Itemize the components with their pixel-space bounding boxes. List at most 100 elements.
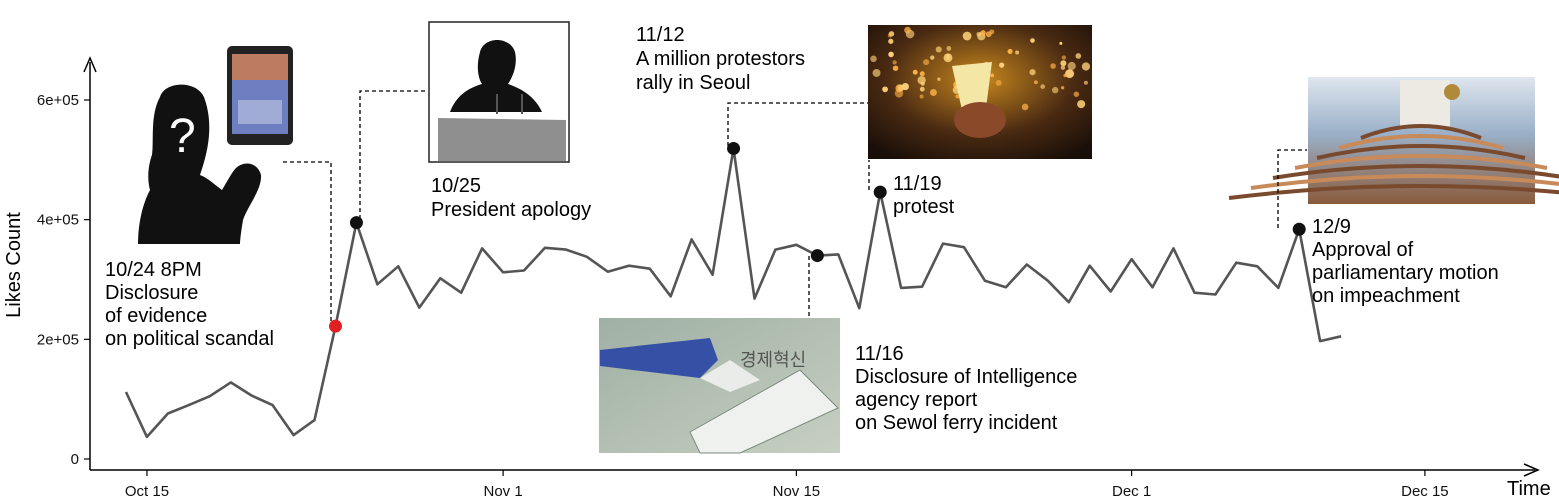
image-dec9 xyxy=(1228,77,1559,204)
annotation-line: President apology xyxy=(431,199,591,221)
annotation-line: 10/24 8PM xyxy=(105,259,202,281)
candle-light xyxy=(1040,84,1046,89)
seat-row xyxy=(1338,134,1504,150)
candle-light xyxy=(904,26,911,34)
x-tick-label: Nov 1 xyxy=(484,483,523,500)
candle-light xyxy=(1073,91,1080,97)
candle-light xyxy=(912,69,918,75)
candle-light xyxy=(888,51,894,58)
report-document-icon xyxy=(689,369,839,454)
candle-light xyxy=(946,46,952,51)
candle-light xyxy=(1075,53,1082,59)
candle-light xyxy=(1015,50,1020,55)
candle-light xyxy=(1083,80,1088,85)
x-tick-label: Oct 15 xyxy=(125,483,169,500)
event-point xyxy=(727,141,741,155)
annotation-nov16: 11/16 Disclosure of Intelligence agency … xyxy=(855,343,1077,434)
candle-light xyxy=(892,60,897,65)
emblem-icon xyxy=(1444,84,1460,100)
annotation-line: agency report xyxy=(855,389,978,411)
x-axis-arrow xyxy=(1523,463,1540,477)
event-point xyxy=(873,185,887,199)
leader-nov12 xyxy=(727,102,868,146)
candle-light xyxy=(930,55,935,60)
annotation-line: A million protestors xyxy=(636,48,805,70)
candle-light xyxy=(872,68,881,77)
candle-light xyxy=(1059,41,1063,45)
annotation-line: 11/19 xyxy=(893,173,942,195)
candle-light xyxy=(985,31,992,38)
candle-light xyxy=(1050,63,1056,69)
candle-light xyxy=(1063,73,1067,78)
candle-light xyxy=(897,84,905,92)
candle-light xyxy=(955,94,960,99)
candle-light xyxy=(870,55,877,63)
annotation-line: of evidence xyxy=(105,305,207,327)
candle-light xyxy=(976,31,982,37)
annotation-line: 11/12 xyxy=(636,24,685,46)
question-mark-icon: ? xyxy=(169,110,196,163)
y-axis-title: Likes Count xyxy=(3,212,25,318)
annotation-dec9: 12/9 Approval of parliamentary motion on… xyxy=(1312,216,1499,307)
candle-light xyxy=(919,94,924,99)
speaker-silhouette-icon xyxy=(450,40,542,112)
candle-light xyxy=(937,77,941,81)
candle-light xyxy=(962,31,972,41)
annotation-oct24: 10/24 8PM Disclosure of evidence on poli… xyxy=(105,259,274,350)
seat-row xyxy=(1228,184,1559,200)
x-axis-title: Time xyxy=(1507,478,1551,500)
annotation-nov19: 11/19 protest xyxy=(893,173,955,218)
annotation-line: on political scandal xyxy=(105,328,274,350)
annotation-line: on Sewol ferry incident xyxy=(855,412,1058,434)
event-point xyxy=(349,216,363,230)
candle-light xyxy=(929,89,937,96)
event-point xyxy=(329,319,342,333)
candle-light xyxy=(1034,80,1038,85)
candle-light xyxy=(887,33,892,38)
event-point xyxy=(810,249,824,263)
annotation-nov12: 11/12 A million protestors rally in Seou… xyxy=(636,24,805,94)
candle-light xyxy=(888,38,894,44)
candle-light xyxy=(1077,100,1086,109)
candle-light xyxy=(882,86,888,93)
candle-light xyxy=(1030,38,1035,43)
x-tick-label: Nov 15 xyxy=(773,483,821,500)
person-silhouette-icon xyxy=(138,84,262,244)
candle-light xyxy=(1060,86,1065,90)
candle-cup-icon xyxy=(952,62,992,110)
candle-light xyxy=(1029,69,1036,76)
y-tick-label: 2e+05 xyxy=(37,331,79,348)
y-axis-arrow xyxy=(83,56,97,73)
candle-light xyxy=(980,30,986,36)
candle-light xyxy=(919,86,925,92)
annotation-line: on impeachment xyxy=(1312,285,1460,307)
candle-light xyxy=(990,73,995,78)
leader-oct24 xyxy=(283,161,332,323)
y-tick-label: 4e+05 xyxy=(37,212,79,229)
image-nov12 xyxy=(868,25,1092,159)
ferry-hull-icon xyxy=(600,338,718,378)
x-tick-label: Dec 15 xyxy=(1401,483,1449,500)
seat-row xyxy=(1294,154,1548,170)
candle-light xyxy=(1061,55,1067,60)
candle-light xyxy=(1060,60,1067,67)
image-oct25 xyxy=(428,21,570,163)
annotation-oct25: 10/25 President apology xyxy=(431,175,591,221)
seat-row xyxy=(1316,144,1526,160)
leader-oct25 xyxy=(359,90,427,219)
y-tick-label: 0 xyxy=(71,451,79,468)
candle-light xyxy=(999,62,1005,68)
image-oct24: ? xyxy=(138,46,293,244)
annotation-line: 11/16 xyxy=(855,343,904,365)
highlighted-points xyxy=(329,141,1306,333)
podium-icon xyxy=(438,118,566,161)
candle-light xyxy=(1021,103,1029,111)
candle-light xyxy=(892,65,899,71)
y-ticks: 0 2e+05 4e+05 6e+05 xyxy=(37,92,90,468)
seat-row xyxy=(1272,164,1559,180)
candle-light xyxy=(935,46,942,53)
candle-light xyxy=(1060,65,1066,70)
assembly-seats xyxy=(1228,124,1559,200)
annotation-line: parliamentary motion xyxy=(1312,262,1499,284)
